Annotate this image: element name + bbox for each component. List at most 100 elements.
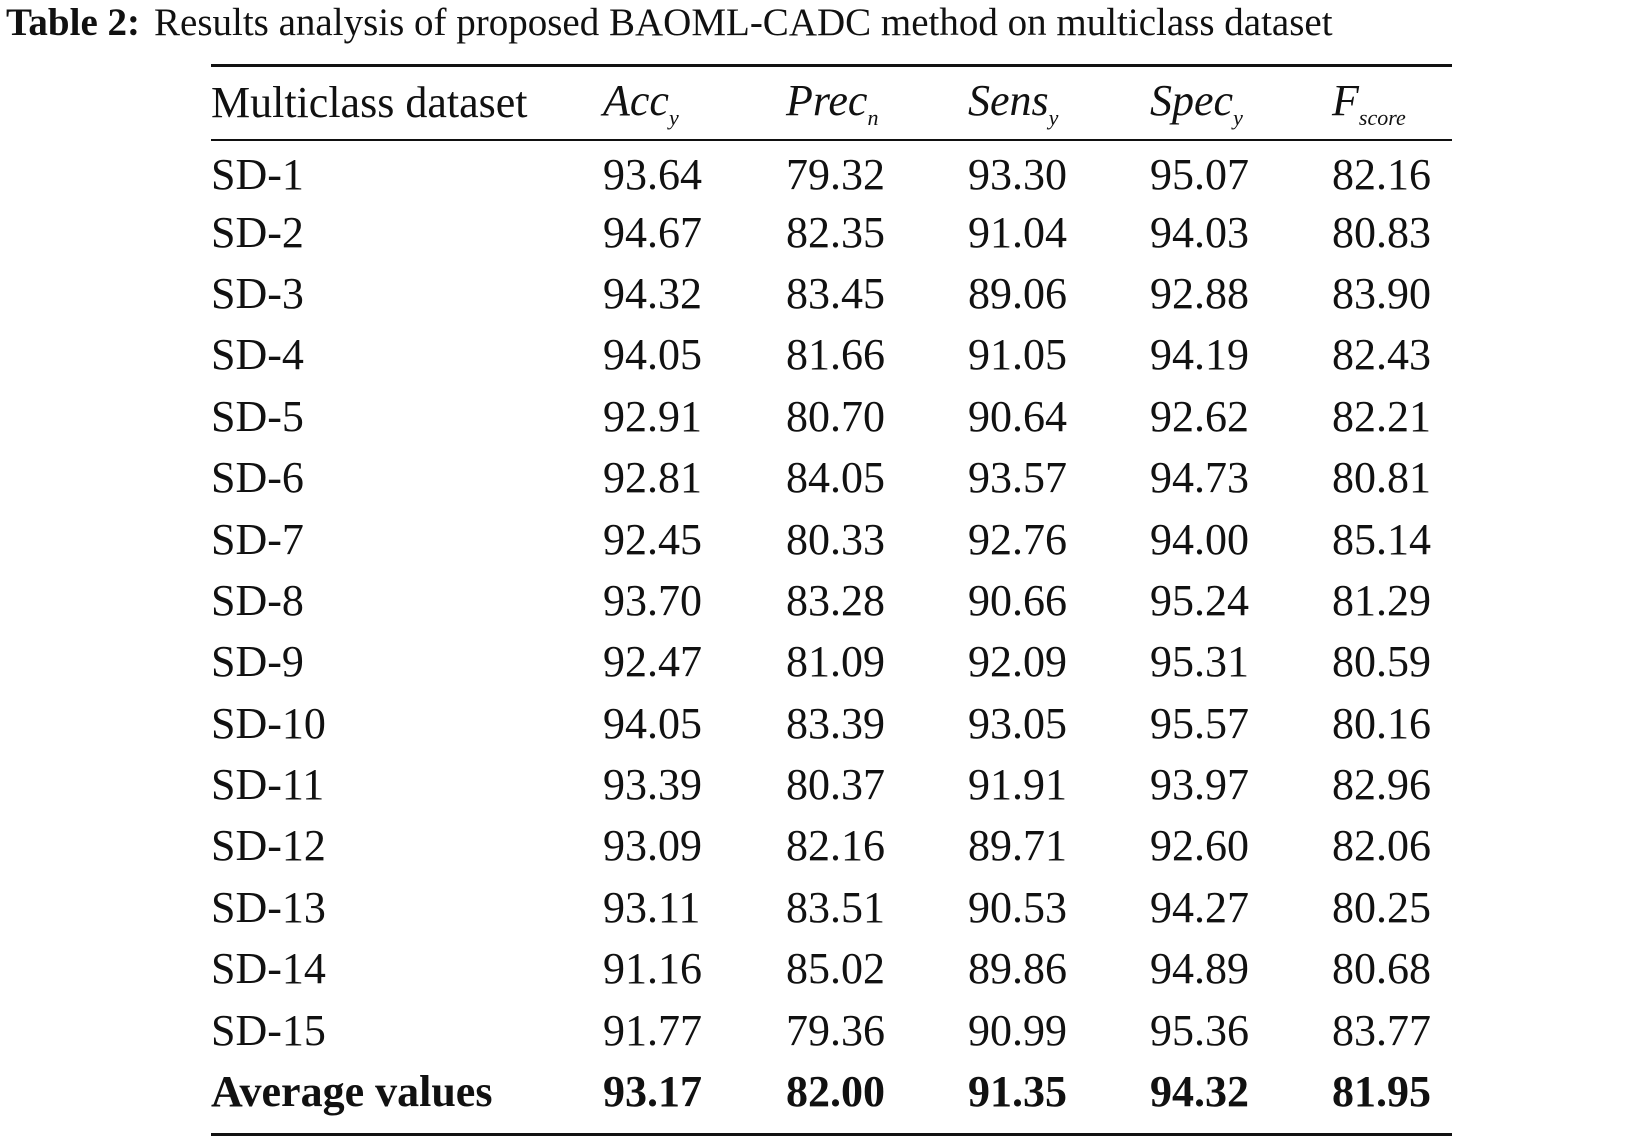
cell-fscore: 85.14 — [1332, 514, 1431, 564]
cell-sensitivity: 89.86 — [968, 944, 1067, 994]
cell-dataset: SD-10 — [211, 698, 326, 748]
cell-specificity: 94.00 — [1150, 514, 1249, 564]
cell-fscore: 82.06 — [1332, 821, 1431, 871]
table-row: SD-7 92.45 80.33 92.76 94.00 85.14 — [211, 508, 1452, 569]
cell-dataset: SD-2 — [211, 207, 304, 257]
cell-fscore: 82.21 — [1332, 391, 1431, 441]
cell-accuracy: 94.32 — [603, 268, 702, 318]
cell-accuracy: 93.70 — [603, 575, 702, 625]
cell-sensitivity: 93.57 — [968, 453, 1067, 503]
cell-dataset: SD-14 — [211, 944, 326, 994]
table-caption: Table 2: Results analysis of proposed BAO… — [6, 0, 1333, 46]
table-row: SD-14 91.16 85.02 89.86 94.89 80.68 — [211, 938, 1452, 999]
cell-fscore: 80.83 — [1332, 207, 1431, 257]
cell-sensitivity: 91.91 — [968, 760, 1067, 810]
average-accuracy: 93.17 — [603, 1067, 702, 1117]
cell-specificity: 92.88 — [1150, 268, 1249, 318]
cell-fscore: 83.90 — [1332, 268, 1431, 318]
cell-accuracy: 92.91 — [603, 391, 702, 441]
cell-precision: 83.39 — [786, 698, 885, 748]
cell-sensitivity: 92.09 — [968, 637, 1067, 687]
cell-fscore: 81.29 — [1332, 575, 1431, 625]
cell-fscore: 80.59 — [1332, 637, 1431, 687]
header-precision: Precn — [786, 75, 879, 130]
cell-sensitivity: 89.06 — [968, 268, 1067, 318]
cell-accuracy: 91.77 — [603, 1005, 702, 1055]
cell-accuracy: 94.05 — [603, 330, 702, 380]
cell-precision: 82.35 — [786, 207, 885, 257]
cell-accuracy: 92.47 — [603, 637, 702, 687]
cell-specificity: 92.60 — [1150, 821, 1249, 871]
cell-precision: 80.33 — [786, 514, 885, 564]
table-row: SD-13 93.11 83.51 90.53 94.27 80.25 — [211, 877, 1452, 938]
cell-specificity: 94.19 — [1150, 330, 1249, 380]
table-row: SD-10 94.05 83.39 93.05 95.57 80.16 — [211, 693, 1452, 754]
header-row: Multiclass dataset Accy Precn Sensy Spec… — [211, 65, 1452, 140]
table-row: SD-11 93.39 80.37 91.91 93.97 82.96 — [211, 754, 1452, 815]
cell-sensitivity: 90.64 — [968, 391, 1067, 441]
caption-label: Table 2: — [6, 1, 141, 44]
cell-sensitivity: 91.05 — [968, 330, 1067, 380]
header-dataset: Multiclass dataset — [211, 78, 528, 127]
header-fscore: Fscore — [1332, 75, 1406, 130]
cell-accuracy: 94.05 — [603, 698, 702, 748]
cell-accuracy: 92.81 — [603, 453, 702, 503]
cell-precision: 80.70 — [786, 391, 885, 441]
cell-dataset: SD-15 — [211, 1005, 326, 1055]
cell-dataset: SD-9 — [211, 637, 304, 687]
cell-dataset: SD-6 — [211, 453, 304, 503]
cell-sensitivity: 90.99 — [968, 1005, 1067, 1055]
cell-fscore: 83.77 — [1332, 1005, 1431, 1055]
cell-sensitivity: 92.76 — [968, 514, 1067, 564]
header-rule — [211, 139, 1452, 141]
table-row: SD-6 92.81 84.05 93.57 94.73 80.81 — [211, 447, 1452, 508]
cell-fscore: 80.81 — [1332, 453, 1431, 503]
cell-specificity: 95.36 — [1150, 1005, 1249, 1055]
cell-accuracy: 93.11 — [603, 882, 701, 932]
cell-precision: 83.28 — [786, 575, 885, 625]
cell-sensitivity: 90.66 — [968, 575, 1067, 625]
table-row: SD-9 92.47 81.09 92.09 95.31 80.59 — [211, 631, 1452, 692]
cell-precision: 84.05 — [786, 453, 885, 503]
header-accuracy: Accy — [603, 75, 679, 130]
cell-accuracy: 93.64 — [603, 150, 702, 200]
header-sensitivity: Sensy — [968, 75, 1059, 130]
table-row: SD-3 94.32 83.45 89.06 92.88 83.90 — [211, 263, 1452, 324]
cell-specificity: 95.57 — [1150, 698, 1249, 748]
cell-fscore: 80.16 — [1332, 698, 1431, 748]
cell-dataset: SD-13 — [211, 882, 326, 932]
cell-precision: 82.16 — [786, 821, 885, 871]
cell-specificity: 94.27 — [1150, 882, 1249, 932]
cell-precision: 80.37 — [786, 760, 885, 810]
cell-accuracy: 91.16 — [603, 944, 702, 994]
cell-precision: 79.32 — [786, 150, 885, 200]
cell-fscore: 82.43 — [1332, 330, 1431, 380]
cell-fscore: 80.68 — [1332, 944, 1431, 994]
table-row: SD-8 93.70 83.28 90.66 95.24 81.29 — [211, 570, 1452, 631]
cell-dataset: SD-7 — [211, 514, 304, 564]
average-dataset: Average values — [211, 1067, 493, 1117]
cell-accuracy: 94.67 — [603, 207, 702, 257]
cell-precision: 81.66 — [786, 330, 885, 380]
cell-dataset: SD-1 — [211, 150, 304, 200]
cell-fscore: 82.96 — [1332, 760, 1431, 810]
cell-precision: 81.09 — [786, 637, 885, 687]
average-sensitivity: 91.35 — [968, 1067, 1067, 1117]
cell-sensitivity: 93.30 — [968, 150, 1067, 200]
cell-specificity: 95.07 — [1150, 150, 1249, 200]
cell-specificity: 93.97 — [1150, 760, 1249, 810]
cell-sensitivity: 90.53 — [968, 882, 1067, 932]
cell-accuracy: 92.45 — [603, 514, 702, 564]
table-row: SD-1 93.64 79.32 93.30 95.07 82.16 — [211, 140, 1452, 201]
cell-precision: 83.45 — [786, 268, 885, 318]
cell-specificity: 95.24 — [1150, 575, 1249, 625]
average-fscore: 81.95 — [1332, 1067, 1431, 1117]
average-row: Average values 93.17 82.00 91.35 94.32 81.95 — [211, 1061, 1452, 1122]
cell-precision: 79.36 — [786, 1005, 885, 1055]
table-row: SD-12 93.09 82.16 89.71 92.60 82.06 — [211, 815, 1452, 876]
cell-dataset: SD-12 — [211, 821, 326, 871]
table-row: SD-5 92.91 80.70 90.64 92.62 82.21 — [211, 386, 1452, 447]
top-rule — [211, 64, 1452, 67]
cell-precision: 83.51 — [786, 882, 885, 932]
cell-specificity: 94.89 — [1150, 944, 1249, 994]
